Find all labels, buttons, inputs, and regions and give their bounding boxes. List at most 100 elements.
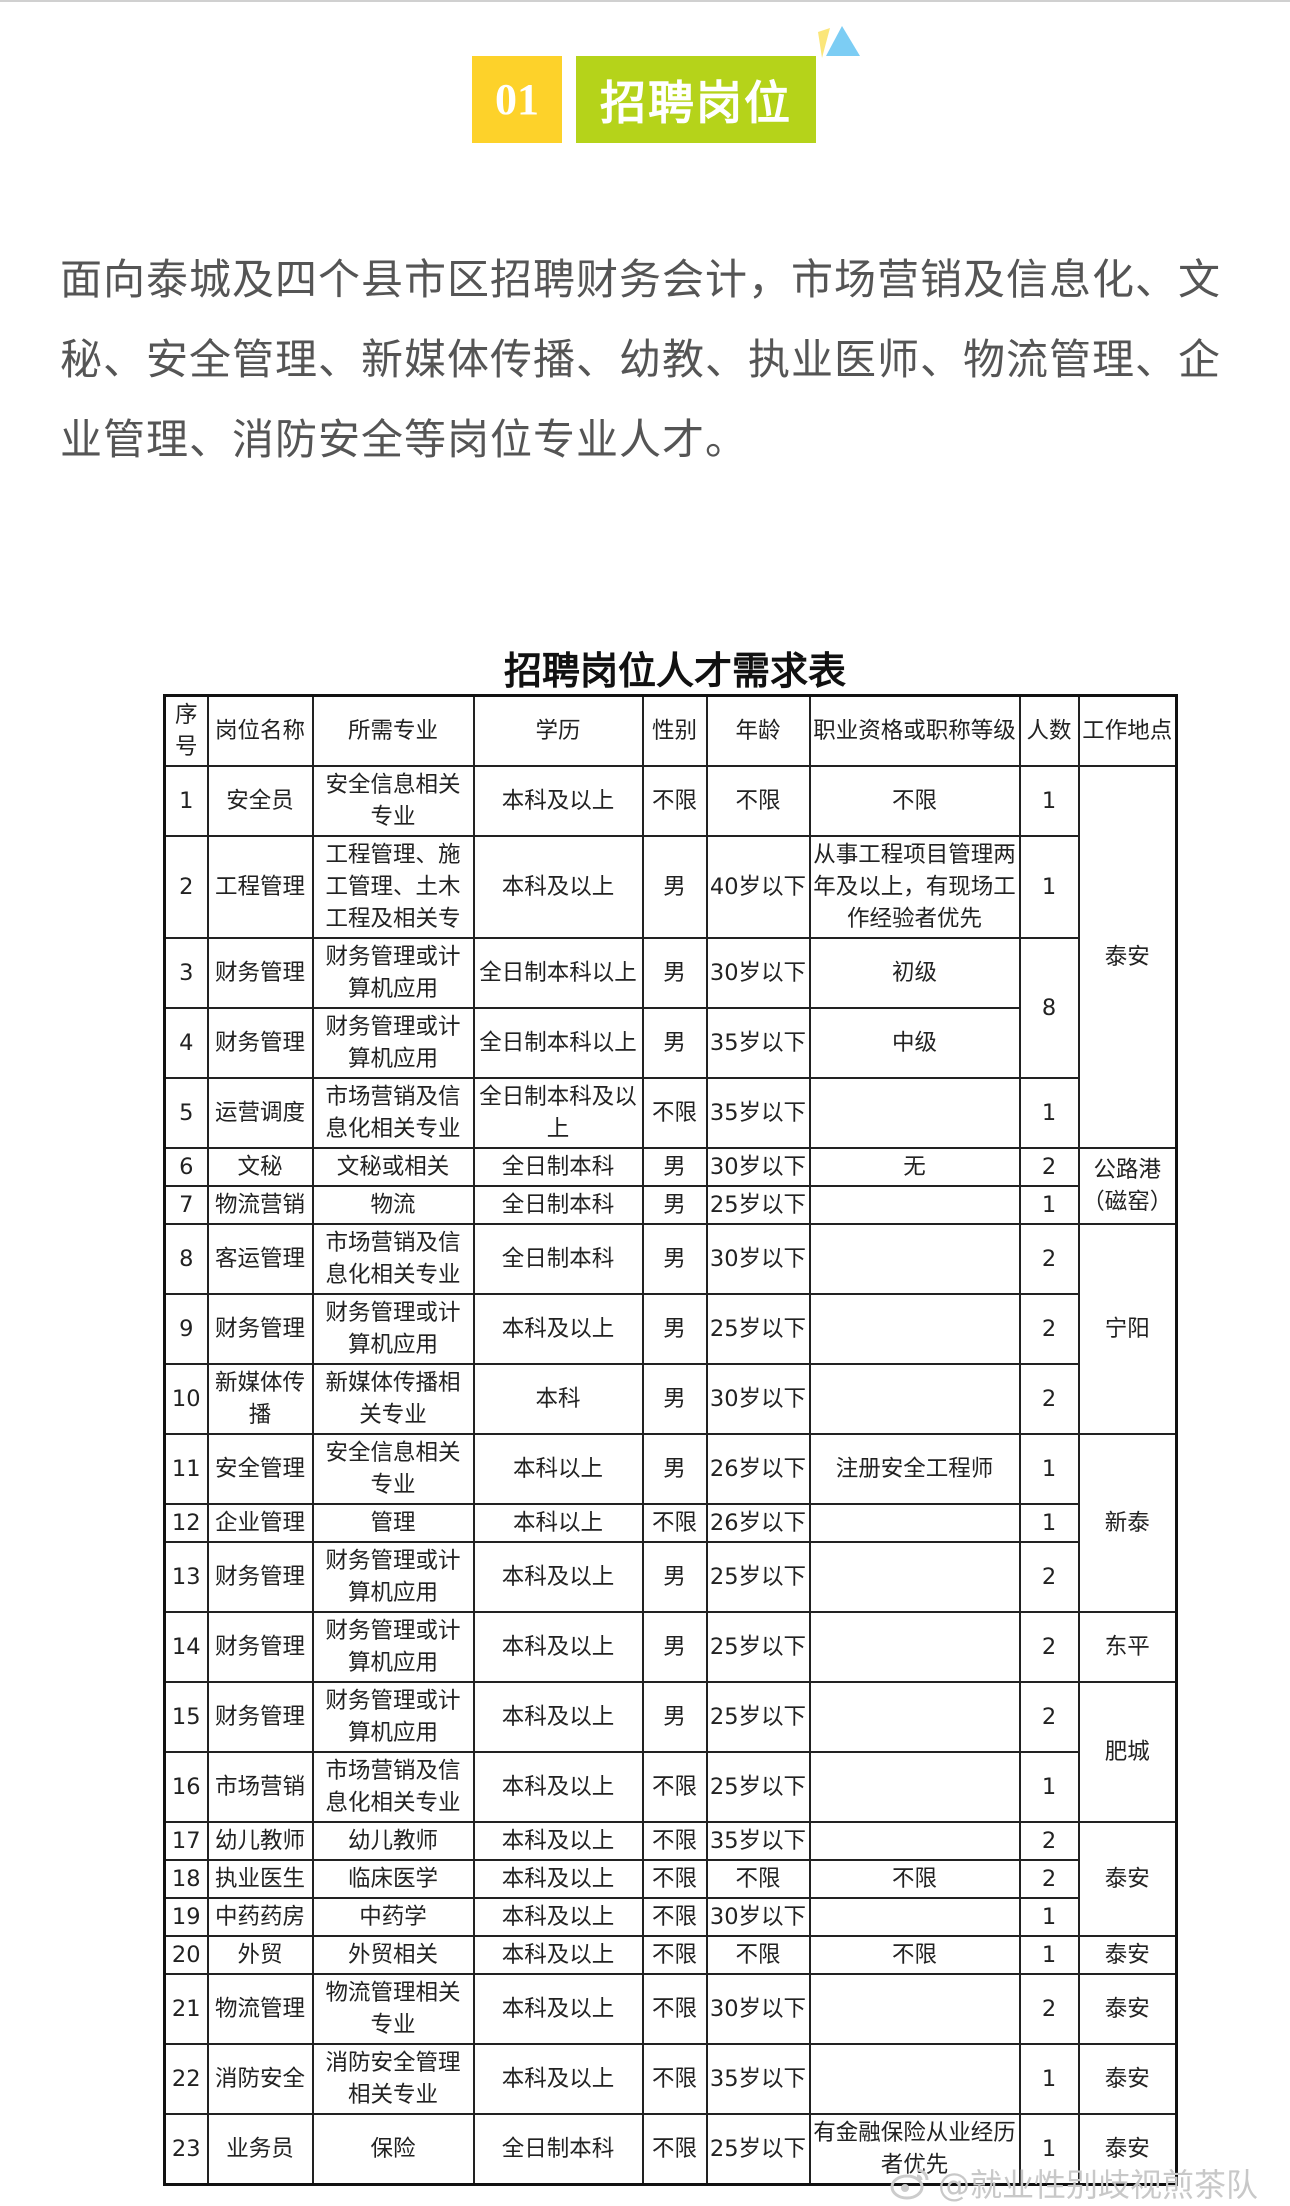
cell-qualification: 从事工程项目管理两年及以上，有现场工作经验者优先 <box>808 835 1021 939</box>
cell-gender: 不限 <box>641 1859 708 1899</box>
cell-position: 财务管理 <box>206 1541 314 1613</box>
cell-major: 安全信息相关专业 <box>311 1433 475 1505</box>
cell-age: 25岁以下 <box>705 1611 811 1683</box>
cell-no: 11 <box>163 1433 209 1505</box>
cell-education: 本科以上 <box>472 1433 644 1505</box>
cell-gender: 男 <box>641 1541 708 1613</box>
cell-major: 保险 <box>311 2113 475 2186</box>
cell-gender: 男 <box>641 1223 708 1295</box>
table-row: 20 外贸 外贸相关 本科及以上 不限 不限 不限 1 泰安 <box>163 1935 1178 1975</box>
table-row: 4 财务管理 财务管理或计算机应用 全日制本科以上男 35岁以下 中级 <box>163 1007 1177 1079</box>
cell-gender: 男 <box>641 1611 708 1683</box>
intro-paragraph: 面向泰城及四个县市区招聘财务会计，市场营销及信息化、文秘、安全管理、新媒体传播、… <box>60 255 1222 464</box>
top-divider <box>0 0 1290 2</box>
column-header: 性别 <box>641 694 708 767</box>
cell-age: 25岁以下 <box>705 1541 811 1613</box>
column-header: 职业资格或职称等级 <box>808 694 1021 767</box>
cell-major: 财务管理或计算机应用 <box>311 1611 475 1683</box>
table-row: 15 财务管理 财务管理或计算机应用 本科及以上男 25岁以下 2 肥城 <box>163 1681 1178 1823</box>
cell-qualification <box>808 1185 1021 1225</box>
table-row: 21 物流管理 物流管理相关专业 本科及以上 不限 30岁以下 2 泰安 <box>163 1973 1178 2045</box>
cell-age: 40岁以下 <box>705 835 811 939</box>
column-header: 所需专业 <box>311 694 475 767</box>
section-number-badge: 01 <box>472 56 562 143</box>
cell-count: 1 <box>1018 1503 1080 1543</box>
cell-gender: 不限 <box>641 1821 708 1861</box>
cell-gender: 男 <box>641 1363 708 1435</box>
cell-major: 幼儿教师 <box>311 1821 475 1861</box>
cell-education: 本科及以上 <box>472 1293 644 1365</box>
cell-no: 3 <box>163 937 209 1009</box>
cell-position: 企业管理 <box>206 1503 314 1543</box>
cell-major: 财务管理或计算机应用 <box>311 1007 475 1079</box>
cell-location: 东平 <box>1077 1611 1178 1683</box>
cell-major: 新媒体传播相关专业 <box>311 1363 475 1435</box>
cell-location: 泰安 <box>1077 1821 1178 1937</box>
cell-age: 30岁以下 <box>705 1897 811 1937</box>
cell-qualification <box>808 1363 1021 1435</box>
cell-qualification <box>808 1897 1021 1937</box>
table-row: 2 工程管理 工程管理、施工管理、土木工程及相关专 本科及以上男 40岁以下 从事工程项目… <box>163 835 1177 939</box>
cell-qualification <box>808 1077 1021 1149</box>
cell-position: 消防安全 <box>206 2043 314 2115</box>
cell-count: 1 <box>1018 1897 1080 1937</box>
table-title: 招聘岗位人才需求表 <box>503 648 846 693</box>
cell-qualification <box>808 2043 1021 2115</box>
cell-education: 本科及以上 <box>472 1897 644 1937</box>
cell-major: 物流 <box>311 1185 475 1225</box>
cell-major: 物流管理相关专业 <box>311 1973 475 2045</box>
cell-age: 30岁以下 <box>705 1223 811 1295</box>
cell-position: 物流管理 <box>206 1973 314 2045</box>
cell-education: 全日制本科 <box>472 2113 644 2186</box>
cell-education: 本科及以上 <box>472 1541 644 1613</box>
cell-count: 2 <box>1018 1681 1080 1753</box>
cell-count: 2 <box>1018 1293 1080 1365</box>
cell-position: 安全员 <box>206 765 314 837</box>
cell-count: 1 <box>1018 1433 1080 1505</box>
table-row: 5 运营调度 市场营销及信息化相关专业 全日制本科及以上 不限 35岁以下 1 <box>163 1077 1177 1149</box>
cell-major: 市场营销及信息化相关专业 <box>311 1223 475 1295</box>
column-header: 岗位名称 <box>206 694 314 767</box>
cell-qualification: 不限 <box>808 1859 1021 1899</box>
cell-major: 临床医学 <box>311 1859 475 1899</box>
cell-gender: 不限 <box>641 1503 708 1543</box>
cell-gender: 男 <box>641 835 708 939</box>
cell-age: 不限 <box>705 1859 811 1899</box>
cell-education: 本科及以上 <box>472 1681 644 1753</box>
cell-count: 8 <box>1018 937 1080 1079</box>
cell-no: 19 <box>163 1897 209 1937</box>
cell-count: 1 <box>1018 2043 1080 2115</box>
cell-education: 本科及以上 <box>472 765 644 837</box>
cell-no: 23 <box>163 2113 209 2186</box>
cell-gender: 不限 <box>641 2113 708 2186</box>
cell-no: 22 <box>163 2043 209 2115</box>
cell-no: 4 <box>163 1007 209 1079</box>
cell-education: 全日制本科 <box>472 1147 644 1187</box>
cell-major: 中药学 <box>311 1897 475 1937</box>
cell-education: 本科及以上 <box>472 1973 644 2045</box>
cell-location: 新泰 <box>1077 1433 1178 1613</box>
column-header: 序号 <box>163 694 209 767</box>
cell-qualification <box>808 1973 1021 2045</box>
cell-no: 10 <box>163 1363 209 1435</box>
cell-education: 本科及以上 <box>472 835 644 939</box>
table-row: 6 文秘 文秘或相关 全日制本科男 30岁以下无 2 公路港（磁窑） <box>163 1147 1178 1225</box>
cell-position: 工程管理 <box>206 835 314 939</box>
cell-qualification <box>808 1611 1021 1683</box>
cell-qualification <box>808 1541 1021 1613</box>
cell-count: 2 <box>1018 1973 1080 2045</box>
table-row: 23 业务员 保险 全日制本科 不限 25岁以下 有金融保险从业经历者优先 1 泰安 <box>163 2113 1178 2186</box>
cell-major: 市场营销及信息化相关专业 <box>311 1077 475 1149</box>
cell-position: 财务管理 <box>206 1681 314 1753</box>
cell-major: 文秘或相关 <box>311 1147 475 1187</box>
cell-major: 财务管理或计算机应用 <box>311 1293 475 1365</box>
cell-qualification: 无 <box>808 1147 1021 1187</box>
cell-age: 30岁以下 <box>705 1363 811 1435</box>
cell-count: 1 <box>1018 1077 1080 1149</box>
table-row: 7 物流营销 物流 全日制本科男 25岁以下 1 <box>163 1185 1177 1225</box>
cell-qualification <box>808 1503 1021 1543</box>
cell-count: 1 <box>1018 1185 1080 1225</box>
table-row: 1 安全员 安全信息相关专业 本科及以上 不限 不限 不限 1 泰安 <box>163 765 1178 1149</box>
cell-qualification <box>808 1681 1021 1753</box>
table-row: 18 执业医生 临床医学 本科及以上 不限 不限 不限 2 <box>163 1859 1177 1899</box>
